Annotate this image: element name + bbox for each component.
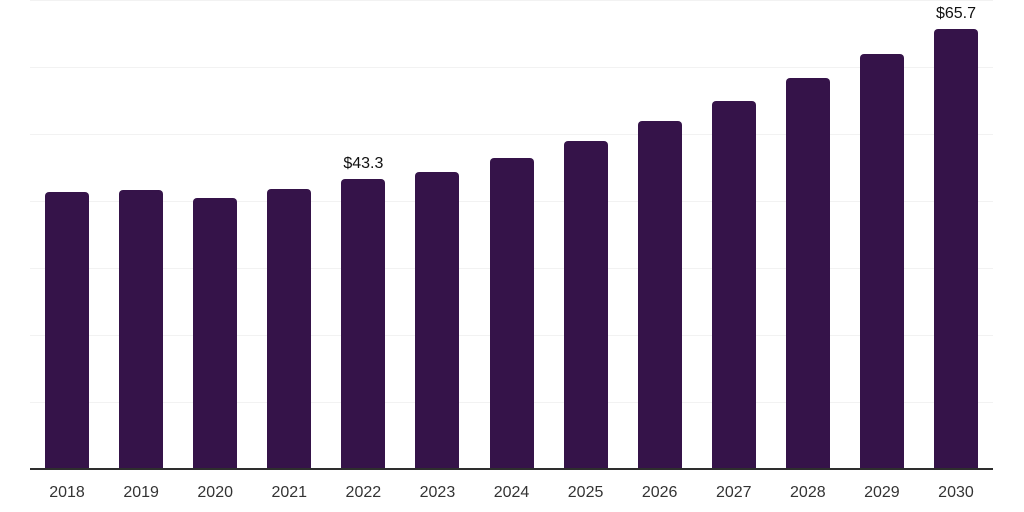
bar-2023[interactable] bbox=[415, 172, 460, 469]
data-label-2030: $65.7 bbox=[935, 5, 976, 22]
x-tick-label-2018: 2018 bbox=[49, 484, 85, 501]
bar-slot-2029 bbox=[845, 0, 919, 469]
x-tick-label-2020: 2020 bbox=[197, 484, 233, 501]
bar-2028[interactable] bbox=[785, 78, 830, 469]
x-tick-label-2027: 2027 bbox=[715, 484, 752, 501]
bar-slot-2022: $43.3 bbox=[326, 0, 400, 469]
bar-2018[interactable] bbox=[45, 192, 90, 469]
x-tick-label-2024: 2024 bbox=[493, 484, 530, 501]
x-axis-line bbox=[30, 468, 993, 470]
x-tick-label-2029: 2029 bbox=[864, 484, 900, 501]
gridline-60 bbox=[30, 67, 993, 68]
bar-2025[interactable] bbox=[563, 141, 608, 469]
bar-slot-2025 bbox=[549, 0, 623, 469]
bar-slot-2021 bbox=[252, 0, 326, 469]
bar-2024[interactable] bbox=[489, 158, 534, 469]
bar-slot-2024 bbox=[474, 0, 548, 469]
bar-slot-2030: $65.7 bbox=[919, 0, 993, 469]
x-tick-label-2026: 2026 bbox=[641, 484, 678, 501]
x-axis-labels: 2018 2019 2020 2021 2022 2023 2024 2025 2026 2027… bbox=[30, 483, 993, 502]
bar-2027[interactable] bbox=[711, 101, 756, 469]
x-tick-label-2028: 2028 bbox=[790, 484, 826, 501]
bar-slot-2028 bbox=[771, 0, 845, 469]
x-tick-label-2019: 2019 bbox=[123, 484, 159, 501]
gridline-50 bbox=[30, 134, 993, 135]
bar-2026[interactable] bbox=[637, 121, 682, 469]
bar-2019[interactable] bbox=[119, 190, 164, 469]
x-tick-label-2021: 2021 bbox=[271, 484, 308, 501]
bars-row: $43.3 $65.7 bbox=[30, 0, 993, 469]
bar-2020[interactable] bbox=[193, 198, 238, 469]
bar-slot-2027 bbox=[697, 0, 771, 469]
gridline-70 bbox=[30, 0, 993, 1]
bar-2029[interactable] bbox=[859, 54, 904, 469]
data-label-2022: $43.3 bbox=[343, 155, 384, 172]
x-tick-label-2023: 2023 bbox=[419, 484, 456, 501]
bar-slot-2026 bbox=[623, 0, 697, 469]
bar-2021[interactable] bbox=[267, 189, 312, 469]
bar-slot-2018 bbox=[30, 0, 104, 469]
bar-slot-2020 bbox=[178, 0, 252, 469]
bar-2030[interactable] bbox=[933, 29, 978, 469]
bar-slot-2019 bbox=[104, 0, 178, 469]
x-tick-label-2022: 2022 bbox=[345, 484, 382, 501]
x-tick-label-2025: 2025 bbox=[567, 484, 604, 501]
plot-area: $43.3 $65.7 bbox=[30, 0, 993, 470]
bar-slot-2023 bbox=[400, 0, 474, 469]
x-tick-label-2030: 2030 bbox=[938, 484, 974, 501]
bar-2022[interactable] bbox=[341, 179, 386, 469]
